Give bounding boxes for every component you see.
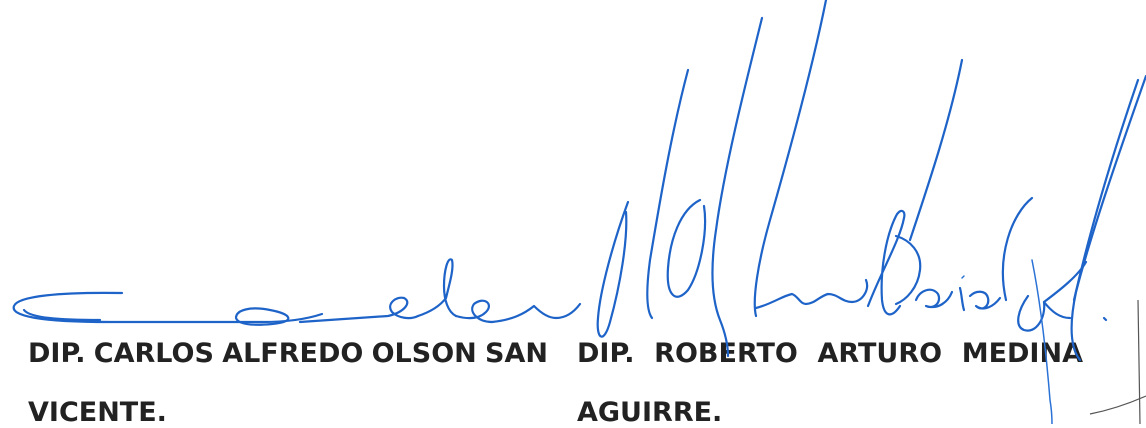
signatory-1-name-line-1: DIP. CARLOS ALFREDO OLSON SAN xyxy=(28,340,548,367)
name-word: ARTURO xyxy=(817,338,943,369)
name-word: DIP. xyxy=(28,338,86,369)
name-word: ROBERTO xyxy=(654,338,798,369)
name-word: MEDINA xyxy=(961,338,1083,369)
name-word: CARLOS xyxy=(93,338,214,369)
name-word: DIP. xyxy=(577,338,635,369)
signatory-2-name-line-2: AGUIRRE. xyxy=(577,397,723,428)
name-word: ALFREDO xyxy=(222,338,364,369)
signatory-1-name-line-2: VICENTE. xyxy=(28,397,167,428)
name-word: SAN xyxy=(485,338,548,369)
name-word: OLSON xyxy=(371,338,477,369)
signatory-2-name-line-1: DIP. ROBERTO ARTURO MEDINA xyxy=(577,340,1083,367)
